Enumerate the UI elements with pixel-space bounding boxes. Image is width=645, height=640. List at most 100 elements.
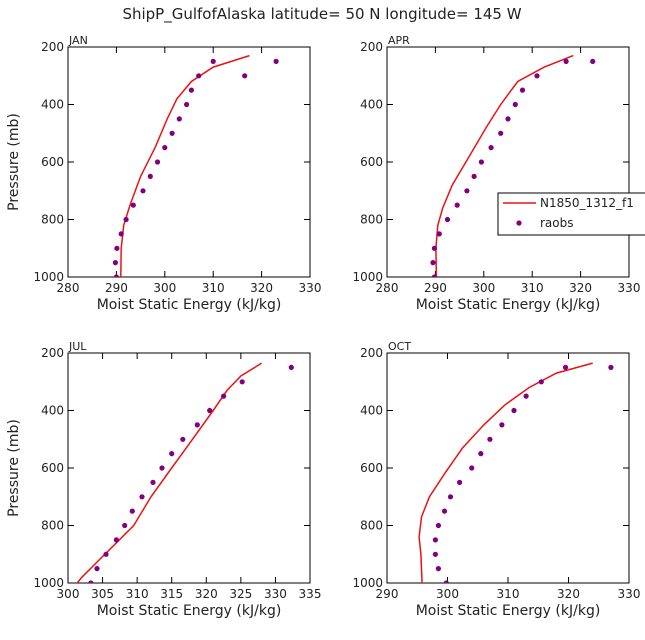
month-label-jan: JAN [68, 34, 88, 47]
x-axis-label: Moist Static Energy (kJ/kg) [97, 297, 282, 313]
raobs-point [512, 101, 518, 108]
raobs-point [519, 87, 526, 93]
x-axis-label: Moist Static Energy (kJ/kg) [97, 603, 282, 619]
raobs-point [498, 130, 504, 136]
raobs-point [184, 101, 190, 108]
data-group-jan [112, 54, 279, 277]
y-tick-label: 400 [360, 98, 383, 112]
raobs-point [123, 216, 129, 223]
month-label-jul: JUL [68, 340, 87, 353]
raobs-point [129, 508, 135, 514]
x-tick-label: 300 [57, 587, 80, 601]
month-label-oct: OCT [388, 340, 411, 353]
raobs-point [130, 202, 136, 208]
raobs-point [441, 508, 448, 514]
raobs-point [538, 379, 544, 385]
x-tick-label: 310 [497, 587, 520, 601]
raobs-point [210, 58, 216, 64]
y-axis-label: Pressure (mb) [6, 419, 22, 517]
raobs-point [562, 364, 569, 370]
raobs-point [147, 173, 153, 179]
raobs-point [431, 245, 437, 251]
x-tick-label: 290 [424, 281, 447, 295]
x-tick-label: 300 [436, 587, 459, 601]
data-group-oct [418, 362, 614, 583]
x-tick-label: 330 [618, 281, 641, 295]
raobs-point [169, 451, 175, 457]
x-tick-label: 300 [153, 281, 176, 295]
x-tick-label: 305 [91, 587, 114, 601]
x-tick-label: 335 [299, 587, 322, 601]
y-tick-label: 1000 [352, 270, 383, 284]
raobs-point [464, 188, 470, 194]
raobs-point [288, 364, 294, 370]
legend-box [497, 192, 645, 236]
raobs-point [139, 494, 145, 500]
legend-model-label: N1850_1312_f1 [540, 196, 634, 210]
x-tick-label: 310 [126, 587, 149, 601]
raobs-point [432, 551, 438, 557]
raobs-point [150, 479, 156, 485]
x-tick-label: 310 [202, 281, 225, 295]
raobs-point [590, 58, 596, 64]
y-tick-label: 800 [41, 519, 64, 533]
model-line-oct [418, 362, 593, 583]
raobs-point [103, 551, 109, 557]
y-tick-label: 800 [360, 519, 383, 533]
y-tick-label: 200 [41, 346, 64, 360]
panel-jan: 280 290 300 310 320 330 200 400 600 800 1000 JAN Moi… [6, 34, 321, 313]
raobs-point [471, 173, 477, 179]
y-tick-label: 400 [360, 404, 383, 418]
month-label-apr: APR [388, 34, 410, 47]
y-tick-label: 600 [41, 461, 64, 475]
data-group-apr [430, 54, 596, 277]
data-group-jul [76, 362, 294, 583]
model-line-jan [120, 54, 250, 277]
raobs-point [454, 202, 460, 208]
x-tick-label: 330 [264, 587, 287, 601]
raobs-point [511, 407, 517, 414]
raobs-point [444, 216, 451, 223]
raobs-point [122, 522, 128, 529]
raobs-point [194, 422, 200, 428]
raobs-point [88, 580, 94, 583]
raobs-point [112, 260, 118, 266]
raobs-point [169, 130, 175, 136]
y-tick-label: 1000 [33, 270, 64, 284]
legend-obs-label: raobs [540, 216, 574, 230]
legend-obs-marker [516, 220, 522, 226]
raobs-point [207, 407, 213, 414]
y-tick-label: 800 [360, 213, 383, 227]
raobs-point [154, 159, 161, 165]
x-tick-label: 310 [521, 281, 544, 295]
y-tick-label: 600 [360, 461, 383, 475]
raobs-point [196, 73, 202, 79]
raobs-point [499, 422, 505, 428]
legend: N1850_1312_f1 raobs [497, 192, 645, 236]
x-tick-label: 325 [229, 587, 252, 601]
y-tick-label: 200 [360, 40, 383, 54]
x-tick-label: 315 [160, 587, 183, 601]
raobs-point [159, 465, 165, 471]
raobs-point [478, 451, 484, 457]
panel-apr: 280 290 300 310 320 330 200 400 600 800 1000 APR Moi… [352, 34, 640, 313]
raobs-point [431, 274, 437, 277]
y-tick-label: 400 [41, 404, 64, 418]
raobs-point [180, 436, 186, 442]
x-tick-label: 290 [376, 587, 399, 601]
model-line-jul [76, 362, 262, 583]
x-tick-label: 330 [299, 281, 322, 295]
raobs-point [447, 494, 454, 500]
raobs-point [140, 188, 146, 194]
raobs-point [435, 522, 441, 529]
raobs-point [273, 58, 279, 64]
raobs-point [113, 274, 119, 277]
x-tick-label: 280 [57, 281, 80, 295]
x-tick-label: 320 [195, 587, 218, 601]
raobs-point [188, 87, 194, 93]
raobs-point [114, 245, 120, 251]
raobs-point [523, 393, 529, 399]
y-tick-label: 600 [41, 155, 64, 169]
x-tick-label: 330 [618, 587, 641, 601]
